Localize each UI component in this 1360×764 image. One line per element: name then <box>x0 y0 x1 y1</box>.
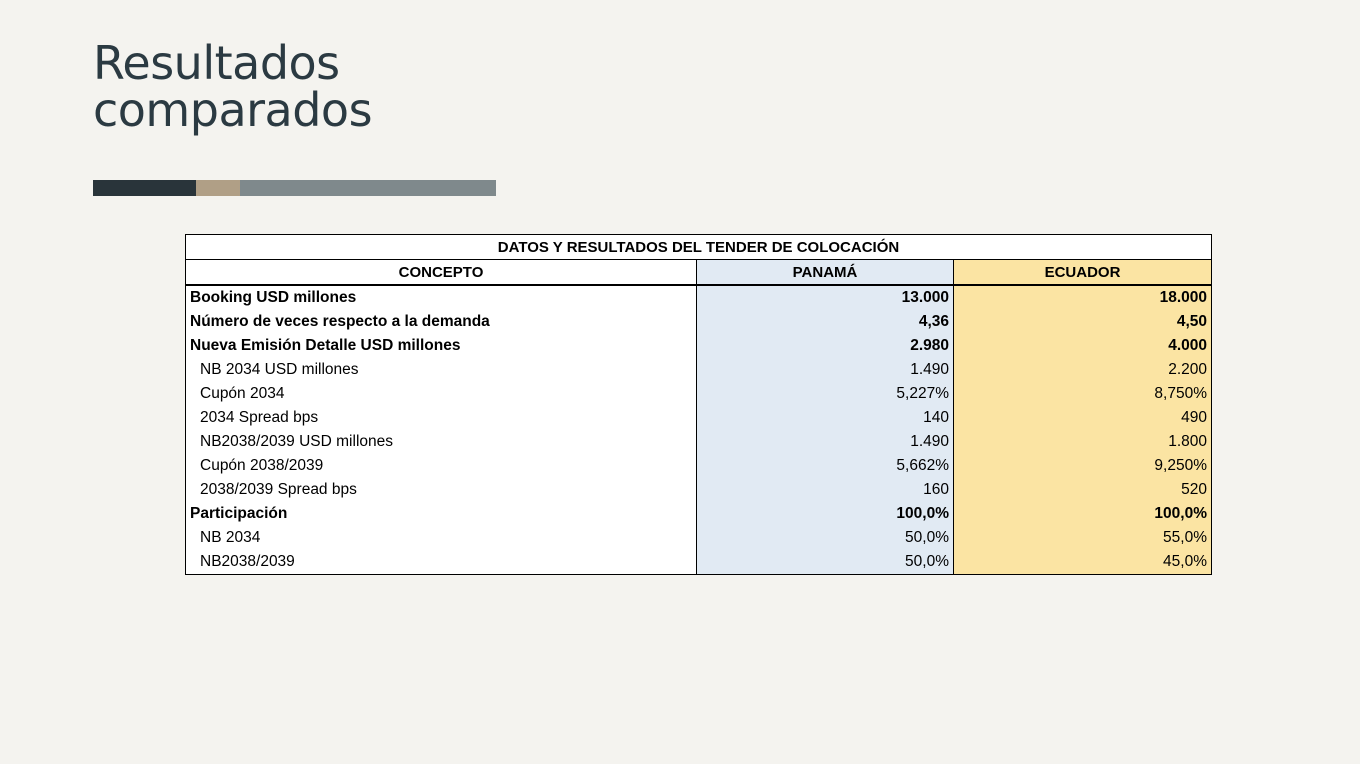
panama-cell: 13.000 <box>696 285 954 310</box>
table-row: NB2038/2039 50,0% 45,0% <box>185 550 1212 575</box>
ecuador-cell: 55,0% <box>953 526 1212 550</box>
ecuador-cell: 2.200 <box>953 358 1212 382</box>
concept-cell: 2038/2039 Spread bps <box>185 478 697 502</box>
panama-cell: 5,662% <box>696 454 954 478</box>
panama-cell: 2.980 <box>696 334 954 358</box>
concept-cell: Cupón 2034 <box>185 382 697 406</box>
ecuador-cell: 520 <box>953 478 1212 502</box>
ecuador-cell: 100,0% <box>953 502 1212 526</box>
table-row: 2034 Spread bps 140 490 <box>185 406 1212 430</box>
table-row: Nueva Emisión Detalle USD millones 2.980 4… <box>185 334 1212 358</box>
panama-cell: 5,227% <box>696 382 954 406</box>
results-table: DATOS Y RESULTADOS DEL TENDER DE COLOCAC… <box>185 234 1212 575</box>
concept-cell: Booking USD millones <box>185 285 697 310</box>
concept-cell: NB2038/2039 <box>185 550 697 575</box>
table-body: Booking USD millones 13.000 18.000 Número d… <box>185 285 1212 575</box>
panama-cell: 50,0% <box>696 526 954 550</box>
table-caption: DATOS Y RESULTADOS DEL TENDER DE COLOCAC… <box>185 234 1212 260</box>
concept-cell: NB 2034 <box>185 526 697 550</box>
table-row: Número de veces respecto a la demanda 4,3… <box>185 310 1212 334</box>
concept-cell: 2034 Spread bps <box>185 406 697 430</box>
concept-cell: Nueva Emisión Detalle USD millones <box>185 334 697 358</box>
panama-cell: 4,36 <box>696 310 954 334</box>
table-row: Participación 100,0% 100,0% <box>185 502 1212 526</box>
slide-title-line-2: comparados <box>93 83 373 137</box>
panama-cell: 1.490 <box>696 430 954 454</box>
concept-cell: Participación <box>185 502 697 526</box>
header-concepto: CONCEPTO <box>185 259 697 286</box>
ecuador-cell: 8,750% <box>953 382 1212 406</box>
ecuador-cell: 9,250% <box>953 454 1212 478</box>
panama-cell: 50,0% <box>696 550 954 575</box>
table-row: 2038/2039 Spread bps 160 520 <box>185 478 1212 502</box>
concept-cell: NB2038/2039 USD millones <box>185 430 697 454</box>
panama-cell: 140 <box>696 406 954 430</box>
table-header-row: CONCEPTO PANAMÁ ECUADOR <box>185 259 1212 286</box>
table-caption-row: DATOS Y RESULTADOS DEL TENDER DE COLOCAC… <box>185 234 1212 260</box>
panama-cell: 160 <box>696 478 954 502</box>
slide-title-line-1: Resultados <box>93 36 340 90</box>
concept-cell: Cupón 2038/2039 <box>185 454 697 478</box>
table-row: Cupón 2038/2039 5,662% 9,250% <box>185 454 1212 478</box>
table-row: Booking USD millones 13.000 18.000 <box>185 285 1212 310</box>
ecuador-cell: 45,0% <box>953 550 1212 575</box>
slide-title: Resultados comparados <box>93 36 373 137</box>
table-row: NB 2034 USD millones 1.490 2.200 <box>185 358 1212 382</box>
ecuador-cell: 4.000 <box>953 334 1212 358</box>
ecuador-cell: 4,50 <box>953 310 1212 334</box>
accent-bar-gray <box>240 180 496 196</box>
concept-cell: NB 2034 USD millones <box>185 358 697 382</box>
header-ecuador: ECUADOR <box>953 259 1212 286</box>
accent-bar-tan <box>196 180 240 196</box>
accent-bar-dark <box>93 180 196 196</box>
ecuador-cell: 18.000 <box>953 285 1212 310</box>
table-row: Cupón 2034 5,227% 8,750% <box>185 382 1212 406</box>
table-row: NB2038/2039 USD millones 1.490 1.800 <box>185 430 1212 454</box>
ecuador-cell: 490 <box>953 406 1212 430</box>
ecuador-cell: 1.800 <box>953 430 1212 454</box>
header-panama: PANAMÁ <box>696 259 954 286</box>
panama-cell: 1.490 <box>696 358 954 382</box>
concept-cell: Número de veces respecto a la demanda <box>185 310 697 334</box>
panama-cell: 100,0% <box>696 502 954 526</box>
table-row: NB 2034 50,0% 55,0% <box>185 526 1212 550</box>
